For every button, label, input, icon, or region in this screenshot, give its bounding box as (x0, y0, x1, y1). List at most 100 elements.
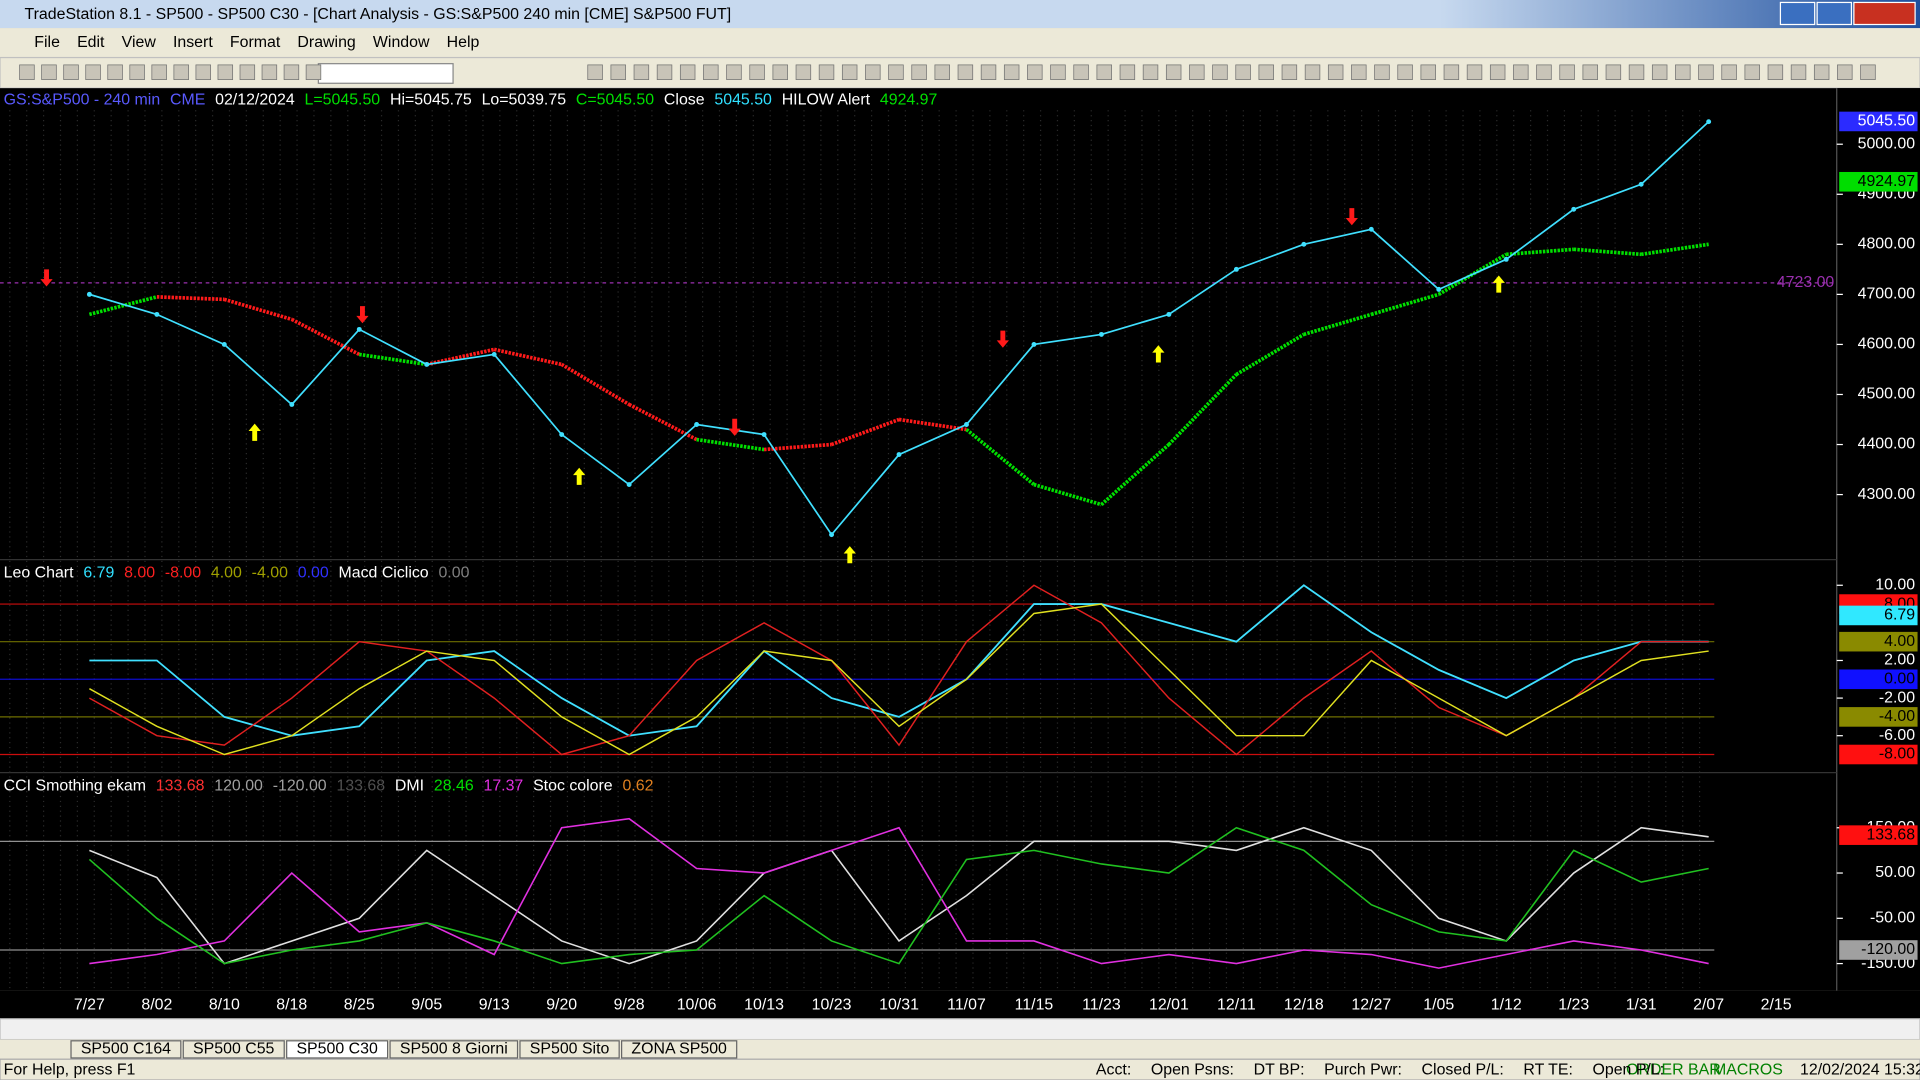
tab-label[interactable]: ZONA SP500 (631, 1041, 727, 1058)
toolbar-icon[interactable] (911, 64, 927, 80)
toolbar-icon[interactable] (129, 64, 145, 80)
toolbar-icon[interactable] (749, 64, 765, 80)
toolbar-icon[interactable] (305, 64, 322, 80)
toolbar-icon[interactable] (1189, 64, 1205, 80)
toolbar-icon[interactable] (1721, 64, 1737, 80)
toolbar-icon[interactable] (283, 64, 300, 80)
toolbar-icon[interactable] (1397, 64, 1413, 80)
macros[interactable]: MACROS (1713, 1061, 1783, 1078)
toolbar-icon[interactable] (19, 64, 35, 80)
toolbar-icon[interactable] (1327, 64, 1344, 80)
toolbar-icon[interactable] (1027, 64, 1043, 80)
toolbar-icon[interactable] (610, 64, 626, 80)
toolbar-icon[interactable] (1420, 64, 1436, 80)
menu-item[interactable]: Insert (173, 34, 213, 51)
toolbar-icon[interactable] (795, 64, 812, 80)
toolbar-icon[interactable] (1605, 64, 1622, 80)
menu-item[interactable]: Format (230, 34, 281, 51)
menu-item[interactable]: Drawing (297, 34, 355, 51)
scrollbar[interactable] (0, 1018, 1920, 1041)
toolbar-icon[interactable] (1351, 64, 1367, 80)
menu-item[interactable]: Help (447, 34, 480, 51)
toolbar-icon[interactable] (1003, 64, 1020, 80)
toolbar-icon[interactable] (980, 64, 997, 80)
toolbar-icon[interactable] (1096, 64, 1112, 80)
toolbar-icon[interactable] (1073, 64, 1089, 80)
tab-label[interactable]: SP500 Sito (530, 1041, 610, 1058)
minimize-button[interactable] (1779, 1, 1816, 26)
menu-item[interactable]: Window (373, 34, 430, 51)
toolbar-icon[interactable] (1142, 64, 1159, 80)
toolbar-icon[interactable] (1050, 64, 1066, 80)
tab[interactable] (621, 1040, 738, 1059)
average-segment (156, 295, 225, 302)
tab[interactable] (286, 1040, 389, 1059)
toolbar-icon[interactable] (1304, 64, 1321, 80)
toolbar-icon[interactable] (703, 64, 719, 80)
menu-item[interactable]: File (34, 34, 60, 51)
toolbar-icon[interactable] (1559, 64, 1575, 80)
toolbar-icon[interactable] (1628, 64, 1645, 80)
toolbar-icon[interactable] (1698, 64, 1714, 80)
panel-header: 28.46 (434, 777, 474, 794)
toolbar-icon[interactable] (1119, 64, 1136, 80)
tab[interactable] (182, 1040, 285, 1059)
toolbar-icon[interactable] (63, 64, 79, 80)
toolbar-icon[interactable] (85, 64, 101, 80)
toolbar-icon[interactable] (934, 64, 950, 80)
symbol-combo[interactable] (317, 63, 454, 84)
menu-bar (0, 28, 1920, 58)
toolbar-icon[interactable] (726, 64, 742, 80)
toolbar-icon[interactable] (1165, 64, 1182, 80)
toolbar-icon[interactable] (772, 64, 788, 80)
toolbar-icon[interactable] (1860, 64, 1876, 80)
tab-label[interactable]: SP500 C55 (193, 1041, 275, 1058)
toolbar-icon[interactable] (1281, 64, 1298, 80)
tab-label[interactable]: SP500 8 Giorni (400, 1041, 508, 1058)
toolbar-icon[interactable] (239, 64, 256, 80)
maximize-button[interactable] (1816, 1, 1853, 26)
toolbar-icon[interactable] (1790, 64, 1807, 80)
menu-item[interactable]: Edit (77, 34, 105, 51)
toolbar-icon[interactable] (865, 64, 881, 80)
toolbar-icon[interactable] (1212, 64, 1228, 80)
tab[interactable] (70, 1040, 182, 1059)
toolbar-icon[interactable] (1675, 64, 1691, 80)
tab-label[interactable]: SP500 C30 (296, 1041, 378, 1058)
toolbar-icon[interactable] (173, 64, 189, 80)
tab[interactable] (389, 1040, 519, 1059)
tab-label[interactable]: SP500 C164 (81, 1041, 171, 1058)
toolbar-icon[interactable] (1466, 64, 1483, 80)
toolbar-icon[interactable] (656, 64, 673, 80)
toolbar-icon[interactable] (1837, 64, 1853, 80)
toolbar-icon[interactable] (1744, 64, 1760, 80)
toolbar-icon[interactable] (1489, 64, 1506, 80)
toolbar-icon[interactable] (195, 64, 211, 80)
toolbar-icon[interactable] (679, 64, 696, 80)
toolbar-icon[interactable] (841, 64, 858, 80)
tab[interactable] (519, 1040, 620, 1059)
toolbar-icon[interactable] (1235, 64, 1251, 80)
toolbar-icon[interactable] (1374, 64, 1390, 80)
toolbar-icon[interactable] (818, 64, 835, 80)
close-button[interactable] (1853, 1, 1916, 26)
toolbar-icon[interactable] (1258, 64, 1274, 80)
toolbar-icon[interactable] (587, 64, 603, 80)
toolbar-icon[interactable] (888, 64, 904, 80)
toolbar-icon[interactable] (1582, 64, 1598, 80)
toolbar-icon[interactable] (1443, 64, 1460, 80)
toolbar-icon[interactable] (1513, 64, 1529, 80)
toolbar-icon[interactable] (633, 64, 650, 80)
toolbar-icon[interactable] (261, 64, 278, 80)
toolbar-icon[interactable] (957, 64, 974, 80)
toolbar-icon[interactable] (1767, 64, 1784, 80)
menu-item[interactable]: View (122, 34, 157, 51)
toolbar-icon[interactable] (1813, 64, 1830, 80)
toolbar-icon[interactable] (41, 64, 57, 80)
toolbar-icon[interactable] (217, 64, 234, 80)
toolbar-icon[interactable] (1651, 64, 1668, 80)
toolbar-icon[interactable] (1536, 64, 1552, 80)
toolbar-icon[interactable] (151, 64, 167, 80)
order-bar[interactable]: ORDER BAR (1626, 1061, 1721, 1078)
toolbar-icon[interactable] (107, 64, 123, 80)
